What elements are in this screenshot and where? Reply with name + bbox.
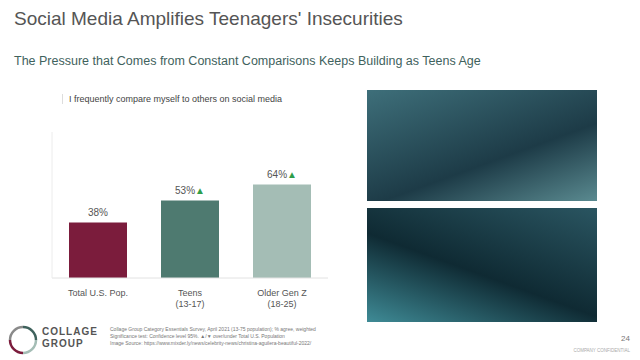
html-text:The Pressure that Comes from C: The Pressure that Comes from Constant Co… xyxy=(14,54,481,68)
svg-text:Total U.S. Pop.: Total U.S. Pop. xyxy=(68,288,128,298)
html-text:Significance test: Confidence: Significance test: Confidence level 95%.… xyxy=(110,333,285,339)
svg-text:Older Gen Z(18-25): Older Gen Z(18-25) xyxy=(257,288,307,309)
html-text:Image Source: https://www.mixd: Image Source: https://www.mixder.ly/news… xyxy=(110,340,312,346)
html-text:COLLAGE: COLLAGE xyxy=(42,326,98,337)
html-text:24: 24 xyxy=(621,334,630,343)
html-text:I frequently compare myself to: I frequently compare myself to others on… xyxy=(69,94,283,104)
svg-text:Teens(13-17): Teens(13-17) xyxy=(175,288,204,309)
html-text:GROUP: GROUP xyxy=(42,338,84,349)
svg-text:53%▲: 53%▲ xyxy=(175,185,205,196)
html-text:Collage Group Category Essenti: Collage Group Category Essentials Survey… xyxy=(110,326,316,332)
svg-text:38%: 38% xyxy=(88,207,108,218)
svg-text:64%▲: 64%▲ xyxy=(267,169,297,180)
html-text:COMPANY CONFIDENTIAL: COMPANY CONFIDENTIAL xyxy=(573,348,630,353)
html-text:Social Media Amplifies Teenage: Social Media Amplifies Teenagers' Insecu… xyxy=(14,8,403,29)
